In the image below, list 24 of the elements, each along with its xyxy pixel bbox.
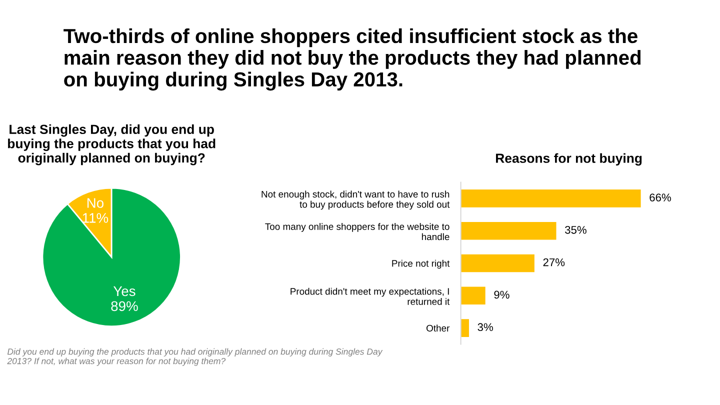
slice-label: Yes [113, 286, 136, 296]
text: Two-thirds of online shoppers cited insufficient stock as the main reason they did not buy the products they had planned on buying during Singles Day 2013. [64, 28, 641, 91]
data-label: 35% [565, 226, 586, 234]
y-tick-label: Not enough stock, didn't want to have to rush to buy products before they sold out [262, 190, 450, 210]
data-label: 11% [82, 213, 108, 223]
bar [460, 222, 556, 240]
y-tick-label: Product didn't meet my expectations, I returned it [290, 288, 450, 305]
chart-title: Last Singles Day, did you end up buying the products that you had originally planned on buying? [8, 124, 216, 166]
slice-label: No [87, 198, 104, 208]
y-tick-label: Price not right [392, 260, 450, 269]
bar [460, 254, 534, 272]
text: Did you end up buying the products that you had originally planned on buying during Singles Day 2013? If not, what was your reason for not buying them? [7, 348, 383, 366]
data-label: 66% [650, 194, 671, 202]
data-label: 89% [111, 301, 138, 312]
y-tick-label: Too many online shoppers for the website to handle [265, 223, 450, 240]
chart-title: Reasons for not buying [496, 153, 642, 166]
bar [460, 319, 469, 337]
data-label: 3% [478, 323, 493, 332]
bar [460, 286, 486, 305]
bar [460, 190, 641, 208]
y-tick-label: Other [426, 324, 450, 332]
data-label: 9% [494, 290, 510, 299]
pie-slice [42, 187, 182, 327]
data-label: 27% [543, 258, 565, 266]
